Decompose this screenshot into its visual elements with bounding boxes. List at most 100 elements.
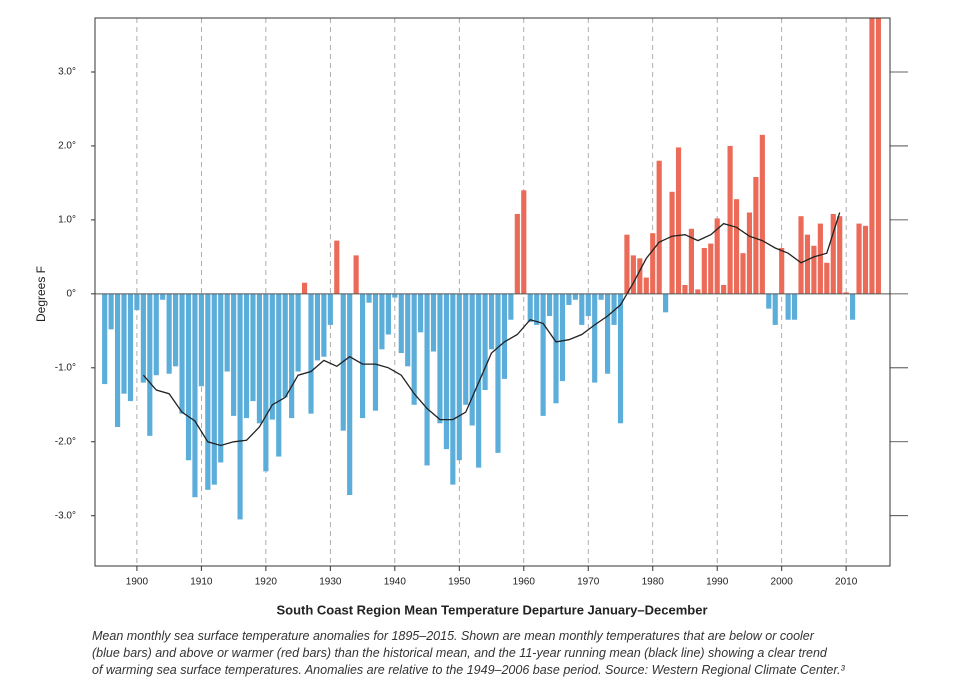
bar [811, 245, 817, 294]
y-tick-label: -1.0° [55, 362, 76, 373]
bar [140, 293, 146, 383]
bar [869, 18, 875, 294]
bar [514, 213, 520, 294]
bar [759, 134, 765, 294]
bar [321, 293, 327, 357]
y-axis-label: Degrees F [34, 266, 48, 322]
y-tick-label: -2.0° [55, 436, 76, 447]
bar [437, 293, 443, 424]
caption-line: of warming sea surface temperatures. Ano… [92, 663, 845, 677]
bar [572, 293, 578, 300]
bar [766, 293, 772, 309]
bar [721, 284, 727, 294]
caption-line: Mean monthly sea surface temperature ano… [92, 629, 814, 643]
bar [669, 191, 675, 294]
bar [798, 216, 804, 294]
bar [663, 293, 669, 313]
bar [282, 293, 288, 398]
bar [443, 293, 449, 450]
bar [102, 293, 108, 385]
bar [753, 177, 759, 294]
bar [192, 293, 198, 498]
bar [598, 293, 604, 300]
bar [559, 293, 566, 382]
bar [843, 292, 849, 294]
bar [450, 293, 456, 485]
y-tick-label: -3.0° [55, 510, 76, 521]
bar [579, 293, 585, 325]
bar [301, 282, 308, 294]
bar [456, 293, 462, 461]
bar [553, 293, 559, 404]
caption: Mean monthly sea surface temperature ano… [92, 628, 952, 679]
bar [263, 293, 269, 472]
bar [817, 223, 823, 294]
x-tick-label: 2000 [771, 577, 794, 588]
bar [430, 293, 437, 352]
bar [127, 293, 134, 402]
bar [185, 293, 192, 461]
bar [501, 293, 508, 379]
plot [102, 18, 881, 520]
bar [360, 293, 366, 419]
x-tick-label: 1920 [255, 577, 278, 588]
bar [295, 293, 301, 372]
bar [276, 293, 282, 457]
bar [108, 293, 114, 330]
bar [624, 234, 630, 294]
running-mean-line [142, 212, 841, 447]
bar [585, 293, 591, 317]
bar [173, 293, 179, 367]
bar [630, 255, 636, 294]
bar [862, 225, 869, 294]
bar [153, 293, 159, 376]
bar [166, 293, 172, 374]
bar [527, 293, 533, 322]
bar [856, 223, 862, 294]
bar [643, 277, 649, 294]
bar [250, 293, 256, 402]
bar [198, 293, 204, 387]
bar [804, 234, 811, 294]
bar [179, 293, 185, 414]
bar [650, 233, 656, 294]
bar [243, 293, 250, 419]
bar [617, 293, 624, 424]
bar [592, 293, 598, 383]
bar [740, 253, 746, 294]
bar [637, 258, 643, 294]
bar [714, 218, 720, 294]
x-tick-label: 1910 [190, 577, 213, 588]
bar [566, 293, 572, 305]
bar [334, 240, 340, 294]
bar [534, 293, 540, 325]
bar [495, 293, 501, 453]
bar [224, 293, 230, 372]
bar [424, 293, 430, 466]
bar [218, 293, 224, 463]
x-tick-label: 2010 [835, 577, 858, 588]
bar [469, 293, 475, 426]
bar [418, 293, 424, 333]
bar [746, 212, 753, 294]
bar [237, 293, 243, 520]
bar [379, 293, 385, 350]
bar [772, 293, 778, 325]
x-tick-label: 1990 [706, 577, 729, 588]
bar [508, 293, 514, 320]
bar [398, 293, 404, 354]
bar [688, 228, 694, 294]
x-tick-label: 1960 [513, 577, 536, 588]
bar [830, 213, 836, 294]
bar [411, 293, 417, 405]
y-tick-label: 0° [66, 288, 76, 299]
bar [347, 293, 353, 496]
y-tick-label: 1.0° [58, 215, 76, 226]
bar [476, 293, 482, 468]
caption-line: (blue bars) and above or warmer (red bar… [92, 646, 827, 660]
x-tick-label: 1900 [126, 577, 149, 588]
y-tick-label: 3.0° [58, 67, 76, 78]
bar [289, 293, 295, 419]
x-tick-label: 1930 [319, 577, 342, 588]
